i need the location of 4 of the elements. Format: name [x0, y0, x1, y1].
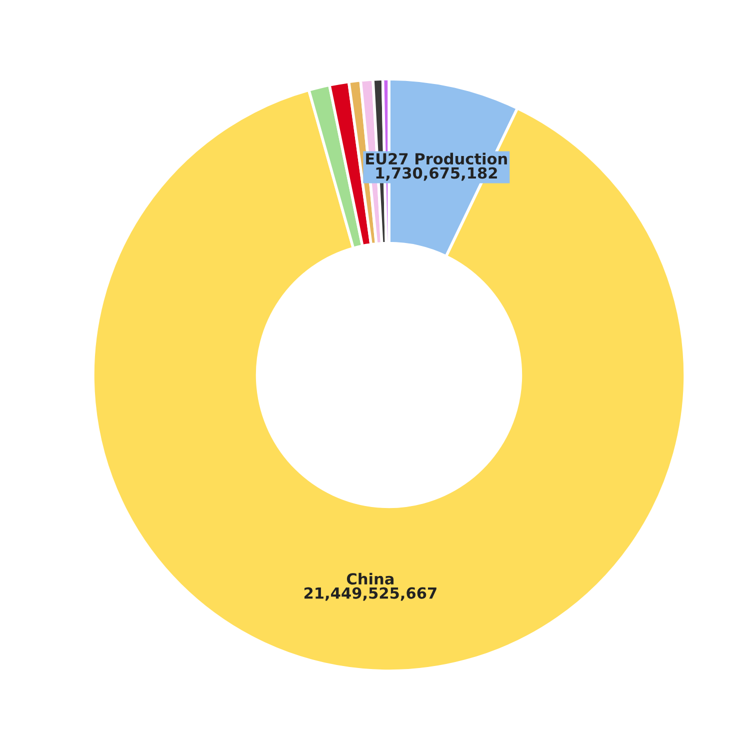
data-label: 21,449,525,667 [304, 587, 436, 601]
slice-label: EU27 Production [366, 152, 507, 165]
slice-label: China [346, 572, 394, 585]
data-label: 1,730,675,182 [376, 167, 497, 181]
